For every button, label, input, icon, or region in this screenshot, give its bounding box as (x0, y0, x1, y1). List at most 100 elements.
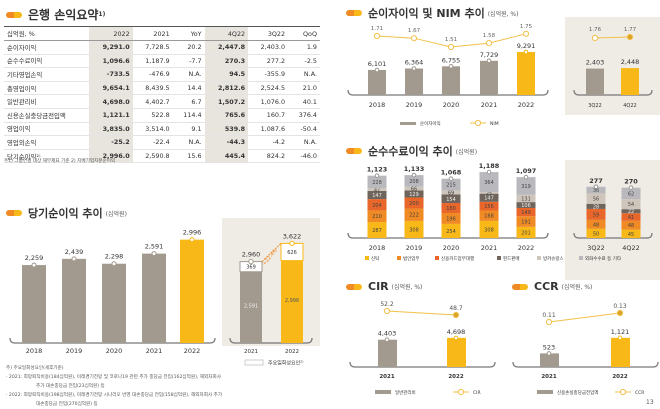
inset-panel (565, 160, 660, 280)
segment-label: 22 (628, 209, 634, 215)
x-tick-label: 2022 (518, 101, 535, 109)
x-tick-label: 2020 (443, 244, 460, 252)
x-tick-label: 2020 (106, 347, 123, 355)
segment-label: 191 (521, 220, 531, 226)
stack-segment (516, 177, 536, 195)
x-tick-label: 2021 (481, 101, 498, 109)
cell: 94.5 (204, 67, 249, 82)
bar-marker (628, 185, 634, 190)
row-label: 일반관리비 (4, 94, 90, 109)
stack-segment (367, 199, 387, 211)
total-label: 1,133 (404, 165, 425, 173)
segment-label: 369 (246, 265, 256, 271)
cell: 21.0 (288, 81, 320, 96)
legend-label: 외화수수료 등 기타 (585, 255, 622, 262)
x-tick-label: 2021 (481, 244, 498, 252)
segment-label: 62 (628, 191, 634, 197)
data-label: 4,403 (378, 330, 397, 338)
segment-label: 208 (409, 179, 419, 185)
notes-line: 대손충당금 전입(270십억원) 등 (36, 402, 98, 407)
segment-label: 45 (628, 232, 634, 238)
col-header: 2022 (89, 26, 133, 41)
table-row: 기타영업손익 -733.5 -476.9 N.A. 94.5 -355.9 N.A. (4, 67, 320, 82)
col-header: 4Q22 (204, 26, 249, 41)
bar (447, 337, 466, 367)
total-label: 277 (589, 177, 603, 185)
x-tick-label: 2019 (66, 347, 83, 355)
row-label: 영업외손익 (4, 135, 90, 150)
row-label: 신용손실충당금전입액 (4, 108, 90, 123)
cell: 522.8 (132, 108, 173, 123)
x-tick-label: 2021 (541, 374, 556, 380)
stack-segment (404, 197, 424, 209)
table-row: 신용손실충당금전입액 1,121.1 522.8 114.4 765.6 160.7 376… (4, 108, 320, 123)
x-tick-label: 2022 (184, 347, 201, 355)
bar (405, 68, 423, 95)
stack-segment (516, 202, 536, 208)
legend-label: 펀드판매 (503, 255, 520, 262)
total-label: 270 (624, 178, 638, 186)
x-tick-label: 2020 (443, 101, 460, 109)
stack-segment (404, 190, 424, 198)
total-label: 1,188 (479, 162, 500, 170)
legend-swatch (365, 256, 369, 260)
segment-label: 66 (411, 186, 417, 192)
table-row: 영업이익 3,835.0 3,514.0 9.1 539.8 1,087.6 -50.4 (4, 122, 320, 137)
stack-segment (621, 213, 641, 221)
legend-swatch (435, 256, 439, 260)
line-marker (626, 33, 634, 41)
cell: 2,447.8 (204, 40, 249, 55)
axis-baseline (229, 337, 313, 344)
bar (586, 68, 604, 95)
segment-label: 196 (446, 216, 456, 222)
axis-baseline (573, 232, 653, 239)
bar-marker (523, 174, 529, 180)
ratio-line (548, 312, 621, 323)
bar-marker (411, 66, 417, 71)
data-label: 2,960 (242, 251, 261, 259)
total-label: 1,123 (367, 166, 388, 174)
bar-marker (453, 335, 459, 341)
segment-label: 308 (484, 227, 494, 233)
cell: 15.6 (172, 149, 205, 164)
data-label: 2,591 (145, 243, 164, 251)
cell: 2,524.5 (248, 81, 289, 96)
cell: 1,121.1 (89, 108, 133, 123)
bar-marker (593, 184, 599, 190)
col-header: YoY (172, 26, 205, 41)
cell: -2.5 (288, 54, 320, 69)
axis-baseline (573, 89, 653, 96)
cell: 4,402.7 (132, 94, 173, 109)
bar-marker (523, 49, 529, 55)
stack-segment (479, 172, 499, 193)
cell: 40.1 (288, 94, 320, 109)
stack-segment (479, 210, 499, 221)
legend-swatch (537, 256, 541, 260)
notes-head: 주) 주요일회성요인(세후기준) (6, 366, 64, 371)
title-pill-icon (6, 11, 22, 18)
bar (540, 353, 559, 367)
segment-label: 254 (446, 229, 456, 235)
stack-segment (367, 188, 387, 191)
stack-segment (621, 199, 641, 210)
line-marker (545, 318, 553, 326)
cell: 1,087.6 (248, 122, 289, 137)
legend-label: 일반관리비 (395, 389, 416, 396)
bar (240, 271, 262, 343)
bar-marker (486, 58, 492, 64)
stack-segment (621, 220, 641, 230)
bar-marker (151, 251, 157, 257)
stack-segment (441, 178, 461, 191)
cell: 7,728.5 (132, 40, 173, 55)
bar-marker (448, 176, 454, 182)
segment-label: 215 (446, 183, 456, 189)
legend-label: 신용카드업무대행 (441, 255, 474, 262)
legend-label: CIR (473, 390, 481, 396)
table-header: 십억원, % 2022 2021 YoY 4Q22 3Q22 QoQ (4, 26, 320, 41)
segment-label: 626 (287, 250, 297, 256)
growth-line (261, 243, 282, 262)
notes-line: 추가 대손충당금 전입(23십억원) 등 (36, 384, 105, 389)
data-label: 1,121 (611, 328, 630, 336)
segment-label: 25 (486, 191, 492, 197)
title-pill-icon (346, 10, 362, 16)
